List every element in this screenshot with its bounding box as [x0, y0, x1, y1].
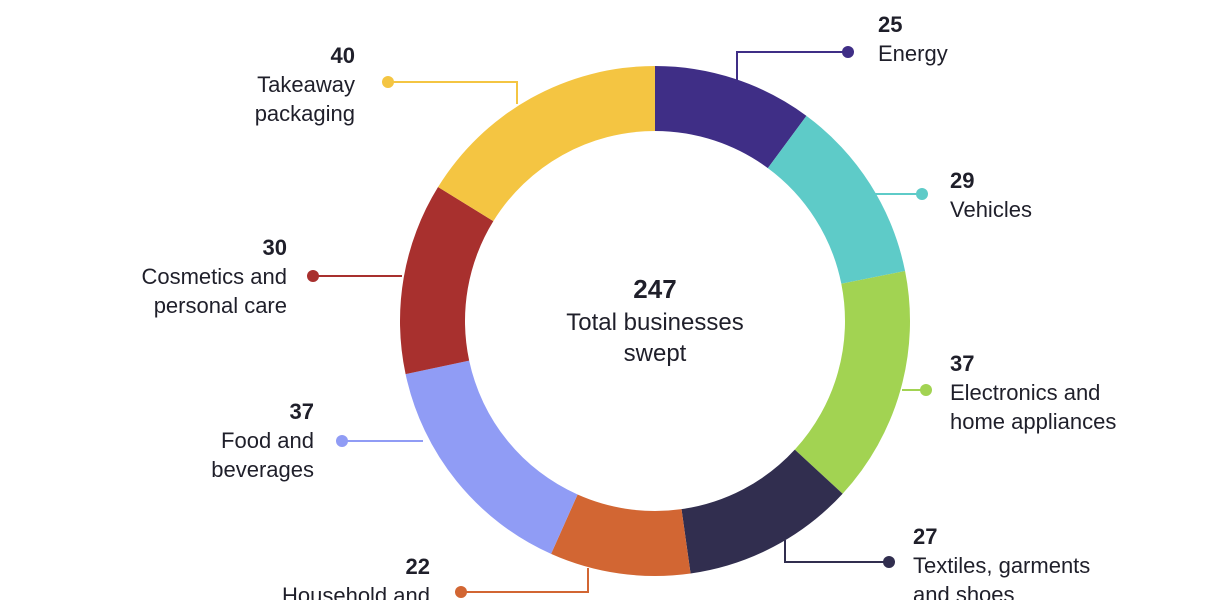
- slice-energy: [655, 66, 807, 169]
- slice-value-vehicles: 29: [950, 168, 974, 193]
- leader-dot-cosmetics: [307, 270, 319, 282]
- slice-label-takeaway-line-2: packaging: [255, 101, 355, 126]
- slice-value-takeaway: 40: [331, 43, 355, 68]
- leader-dot-energy: [842, 46, 854, 58]
- slice-food: [405, 360, 578, 554]
- slice-textiles: [681, 449, 843, 574]
- slice-vehicles: [767, 115, 906, 284]
- slice-label-cosmetics-line-1: Cosmetics and: [141, 264, 287, 289]
- slice-label-textiles-line-1: Textiles, garments: [913, 553, 1090, 578]
- slice-label-textiles-line-2: and shoes: [913, 582, 1015, 600]
- slice-label-cosmetics-line-2: personal care: [154, 293, 287, 318]
- slice-value-cosmetics: 30: [263, 235, 287, 260]
- slice-label-electronics-line-1: Electronics and: [950, 380, 1100, 405]
- leader-line-takeaway: [388, 81, 518, 104]
- slice-value-food: 37: [290, 399, 314, 424]
- slice-takeaway: [438, 66, 655, 222]
- leader-dot-textiles: [883, 556, 895, 568]
- leader-dot-household: [455, 586, 467, 598]
- slice-value-energy: 25: [878, 12, 902, 37]
- slice-label-electronics-line-2: home appliances: [950, 409, 1116, 434]
- slice-value-electronics: 37: [950, 351, 974, 376]
- slice-label-vehicles-line-1: Vehicles: [950, 197, 1032, 222]
- leader-line-energy: [736, 51, 848, 81]
- slice-value-household: 22: [406, 554, 430, 579]
- donut-center: 247 Total businesses swept: [566, 274, 743, 367]
- slice-label-household-line-1: Household and: [282, 583, 430, 600]
- slice-label-takeaway-line-1: Takeaway: [257, 72, 355, 97]
- slice-household: [551, 494, 691, 576]
- leader-dot-vehicles: [916, 188, 928, 200]
- slice-cosmetics: [399, 187, 494, 375]
- center-total-value: 247: [633, 274, 676, 304]
- slice-electronics: [794, 271, 910, 494]
- slice-label-food-line-2: beverages: [211, 457, 314, 482]
- leader-lines: [307, 46, 932, 598]
- leader-line-textiles: [784, 540, 889, 563]
- slice-labels: 25 Energy 29 Vehicles 37 Electronics and home …: [141, 12, 1116, 600]
- leader-dot-electronics: [920, 384, 932, 396]
- slice-label-energy-line-1: Energy: [878, 41, 948, 66]
- leader-dot-food: [336, 435, 348, 447]
- donut-slices: [399, 66, 910, 576]
- center-label-line-1: Total businesses: [566, 309, 743, 336]
- slice-value-textiles: 27: [913, 524, 937, 549]
- slice-label-food-line-1: Food and: [221, 428, 314, 453]
- leader-dot-takeaway: [382, 76, 394, 88]
- leader-line-household: [461, 568, 589, 593]
- center-label-line-2: swept: [624, 340, 687, 367]
